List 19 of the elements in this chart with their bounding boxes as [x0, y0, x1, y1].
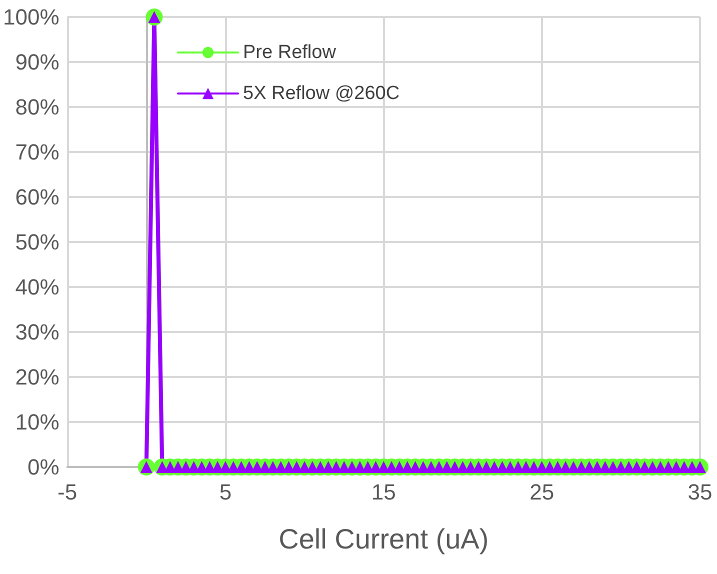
y-tick-label: 30% [15, 320, 60, 344]
x-tick-label: 15 [371, 480, 396, 504]
x-axis-title: Cell Current (uA) [278, 524, 489, 554]
legend-label: Pre Reflow [243, 42, 336, 63]
y-tick-label: 50% [15, 230, 60, 254]
x-tick-label: 35 [688, 480, 712, 504]
y-tick-label: 70% [15, 140, 60, 164]
x-tick-label: 5 [219, 480, 232, 504]
y-tick-label: 10% [15, 410, 60, 434]
y-tick-label: 80% [15, 94, 60, 120]
y-tick-label: 40% [15, 274, 60, 300]
legend-label: 5X Reflow @260C [243, 83, 400, 104]
x-tick-label: 25 [530, 480, 554, 504]
y-tick-label: 90% [15, 50, 60, 74]
y-tick-label: 60% [15, 184, 60, 210]
y-tick-label: 20% [15, 364, 60, 390]
x-tick-label: -5 [57, 480, 78, 504]
y-tick-label: 100% [2, 4, 60, 30]
y-tick-label: 0% [27, 454, 60, 480]
